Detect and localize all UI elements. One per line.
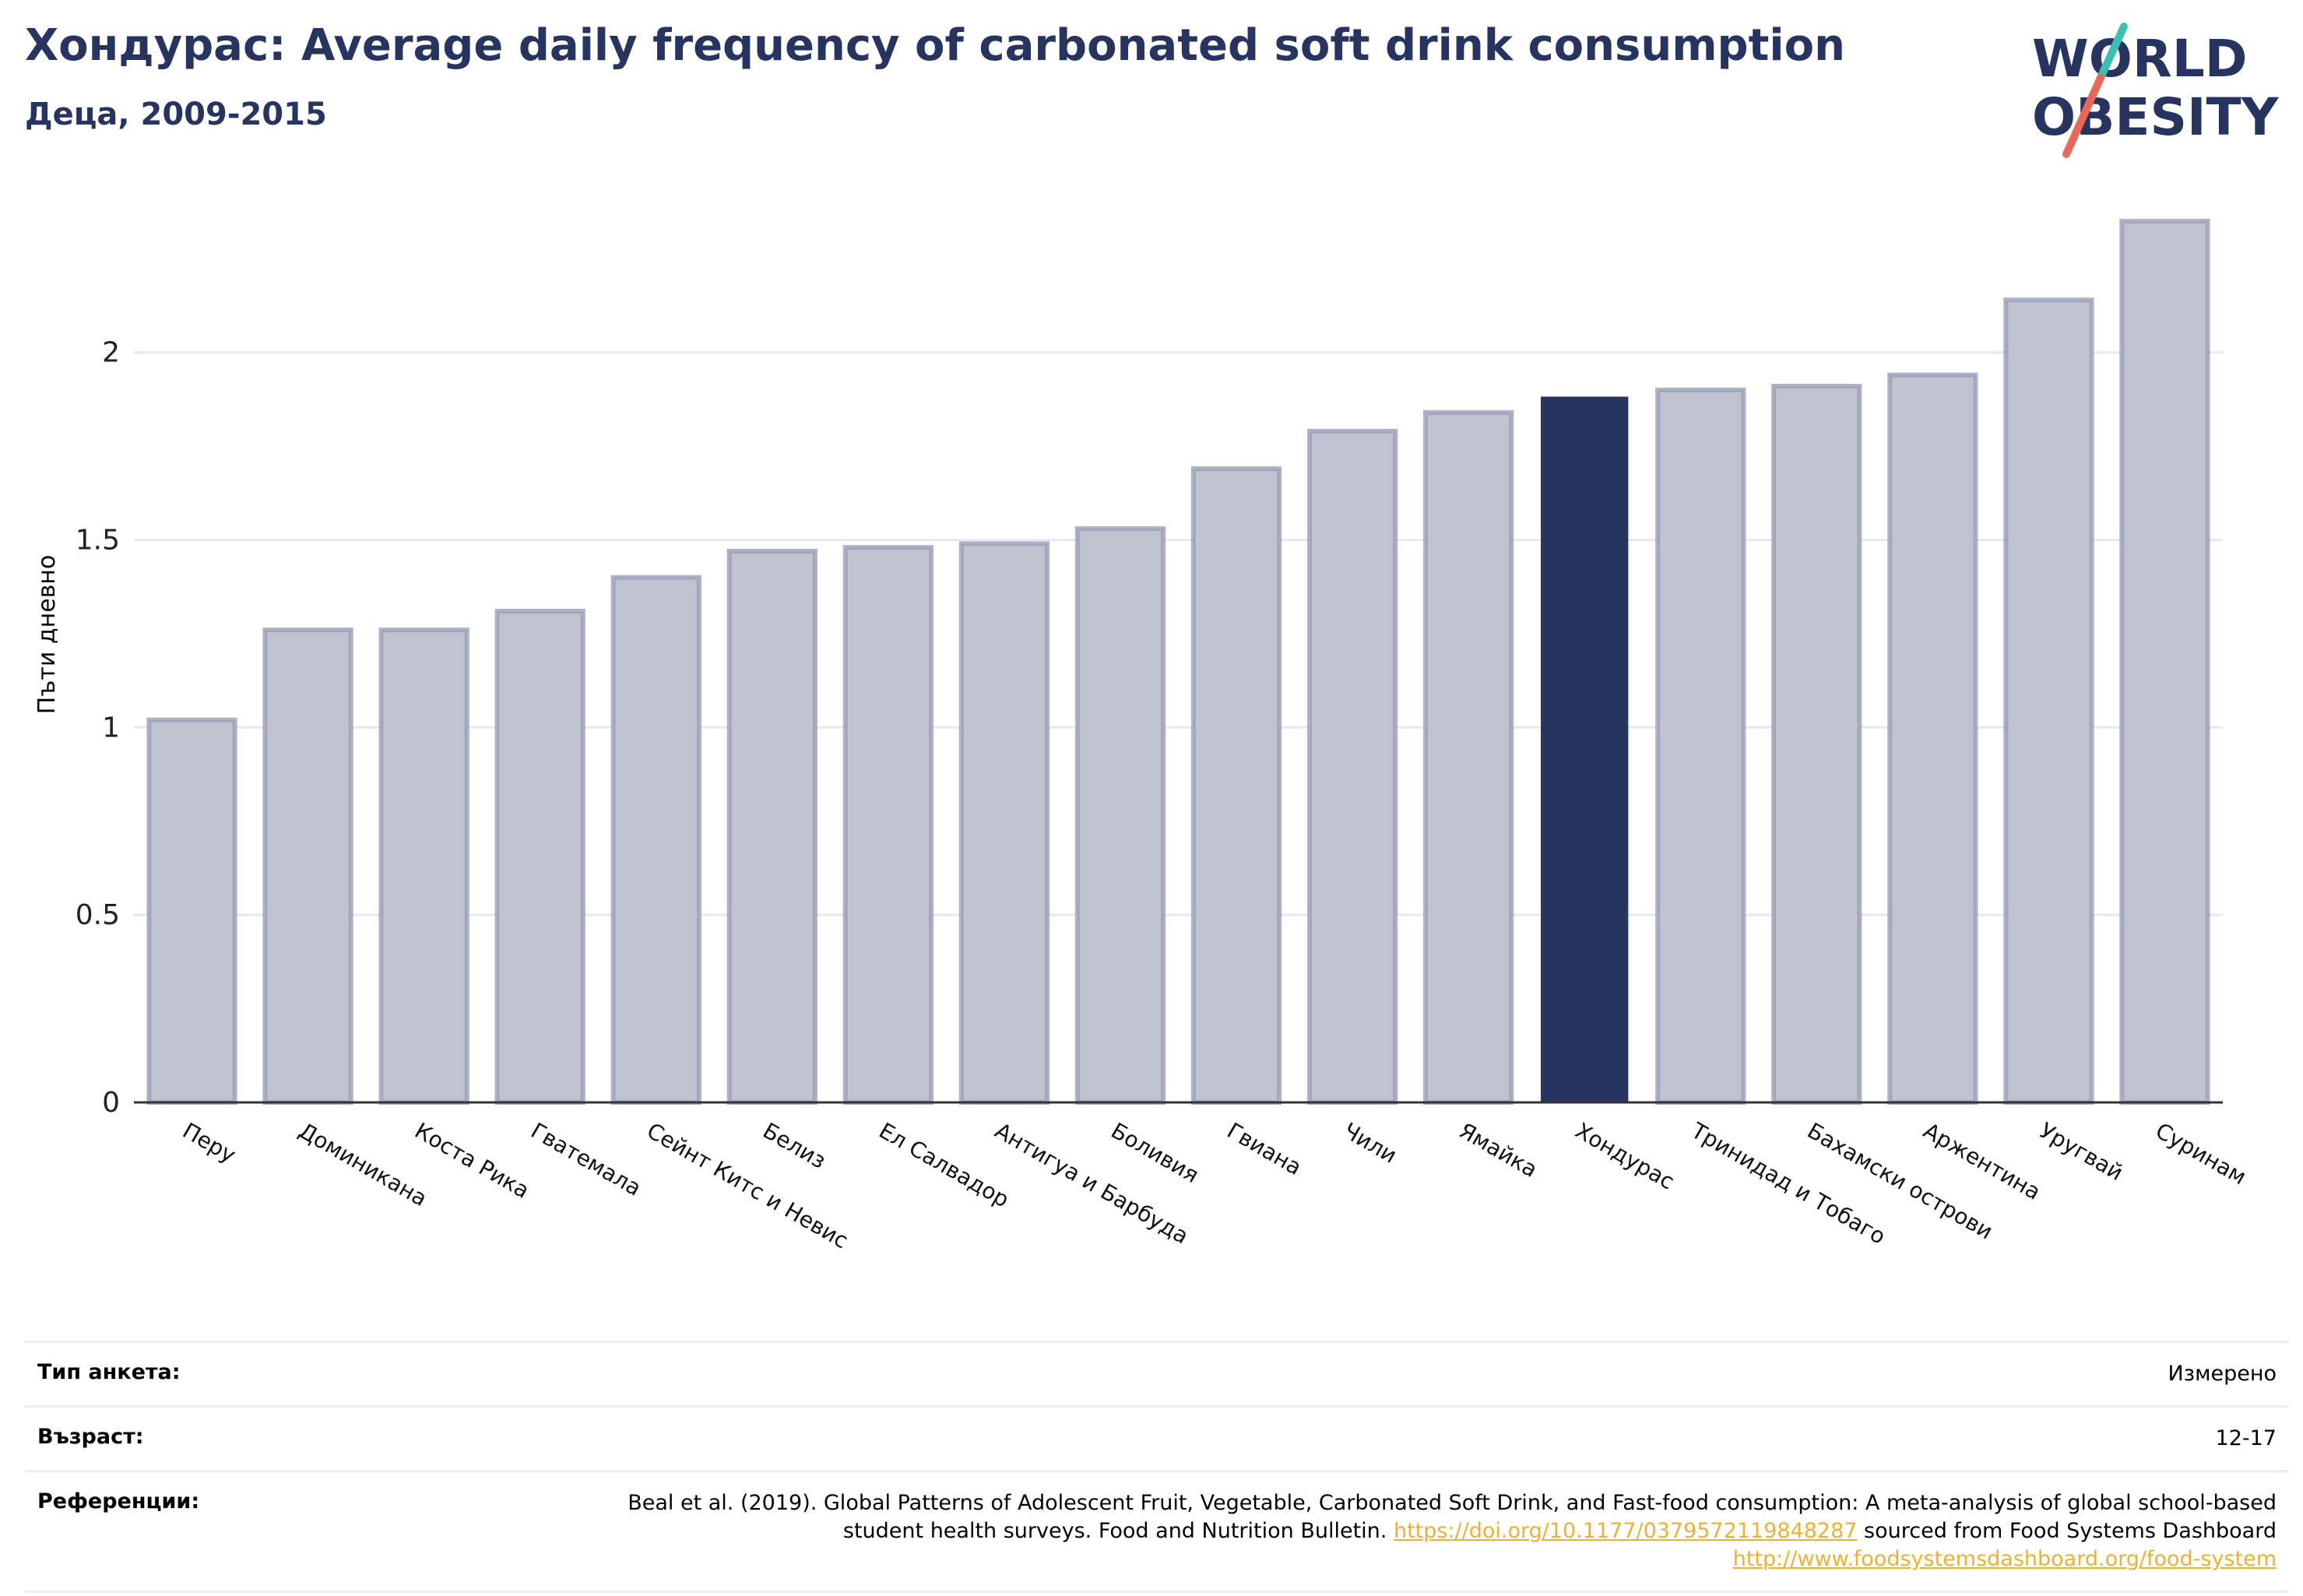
x-tick-label: Перу xyxy=(178,1117,240,1168)
age-value: 12-17 xyxy=(2215,1426,2277,1450)
survey-type-label: Тип анкета: xyxy=(37,1360,181,1384)
survey-type-row: Тип анкета: Измерено xyxy=(25,1341,2289,1405)
y-tick-label: 2 xyxy=(102,337,120,369)
y-tick-label: 1 xyxy=(102,712,120,744)
bar xyxy=(726,548,817,1105)
y-tick-label: 0 xyxy=(102,1087,120,1119)
survey-type-value: Измерено xyxy=(2168,1362,2277,1386)
bar xyxy=(958,541,1050,1106)
x-tick-label: Белиз xyxy=(758,1117,830,1173)
world-obesity-logo: WORLD OBESITY xyxy=(2032,23,2280,158)
x-tick-label: Хондурас xyxy=(1571,1117,1679,1194)
x-tick-label: Уругвай xyxy=(2035,1117,2128,1186)
logo-line2: OBESITY xyxy=(2032,87,2280,147)
bar xyxy=(1655,387,1746,1106)
x-tick-label: Чили xyxy=(1339,1117,1401,1168)
bar xyxy=(262,628,353,1105)
y-tick-label: 1.5 xyxy=(76,525,120,557)
bar xyxy=(1771,384,1862,1105)
bar xyxy=(1422,410,1514,1105)
y-axis-label: Пъти дневно xyxy=(33,555,61,715)
chart-subtitle: Деца, 2009-2015 xyxy=(25,97,327,132)
bar-highlight xyxy=(1541,396,1629,1103)
chart-title: Хондурас: Average daily frequency of car… xyxy=(25,20,1845,71)
bar xyxy=(2119,219,2210,1105)
logo-slash-top xyxy=(2097,23,2128,82)
x-tick-label: Сейнт Китс и Невис xyxy=(642,1117,853,1253)
logo-slash-bottom xyxy=(2062,74,2104,158)
bar xyxy=(1306,428,1398,1106)
reference-text-2: sourced from Food Systems Dashboard xyxy=(1857,1519,2277,1543)
x-tick-label: Тринидад и Тобаго xyxy=(1686,1117,1890,1250)
x-tick-label: Доминикана xyxy=(294,1117,431,1211)
dashboard-link[interactable]: http://www.foodsystemsdashboard.org/food… xyxy=(1732,1547,2277,1571)
references-value: Beal et al. (2019). Global Patterns of A… xyxy=(610,1489,2277,1573)
x-tick-label: Гватемала xyxy=(526,1117,645,1201)
x-tick-label: Ямайка xyxy=(1455,1117,1542,1183)
x-tick-label: Бахамски острови xyxy=(1803,1117,1998,1244)
bar xyxy=(1074,526,1166,1105)
reference-text-1: Beal et al. (2019). Global Patterns of A… xyxy=(628,1491,2277,1543)
x-tick-label: Гвиана xyxy=(1223,1117,1306,1180)
metadata-table: Тип анкета: Измерено Възраст: 12-17 Рефе… xyxy=(25,1341,2289,1593)
bar xyxy=(378,628,469,1105)
x-tick-label: Ел Салвадор xyxy=(874,1117,1013,1212)
age-label: Възраст: xyxy=(37,1425,144,1449)
bar xyxy=(610,575,701,1105)
doi-link[interactable]: https://doi.org/10.1177/0379572119848287 xyxy=(1393,1519,1858,1543)
references-label: Референции: xyxy=(37,1489,200,1513)
bar xyxy=(1190,466,1282,1105)
references-row: Референции: Beal et al. (2019). Global P… xyxy=(25,1470,2289,1593)
bars xyxy=(146,219,2210,1106)
x-tick-label: Антигуа и Барбуда xyxy=(990,1117,1193,1249)
y-tick-label: 0.5 xyxy=(76,899,120,931)
x-tick-label: Боливия xyxy=(1106,1117,1203,1188)
bar xyxy=(1887,372,1978,1106)
x-tick-label: Суринам xyxy=(2151,1117,2251,1190)
grid-lines xyxy=(134,351,2223,916)
bar xyxy=(146,717,237,1105)
bar xyxy=(2003,297,2094,1106)
bar xyxy=(842,545,934,1105)
bar xyxy=(494,609,585,1105)
age-row: Възраст: 12-17 xyxy=(25,1405,2289,1470)
logo-line1: WORLD xyxy=(2032,29,2248,89)
